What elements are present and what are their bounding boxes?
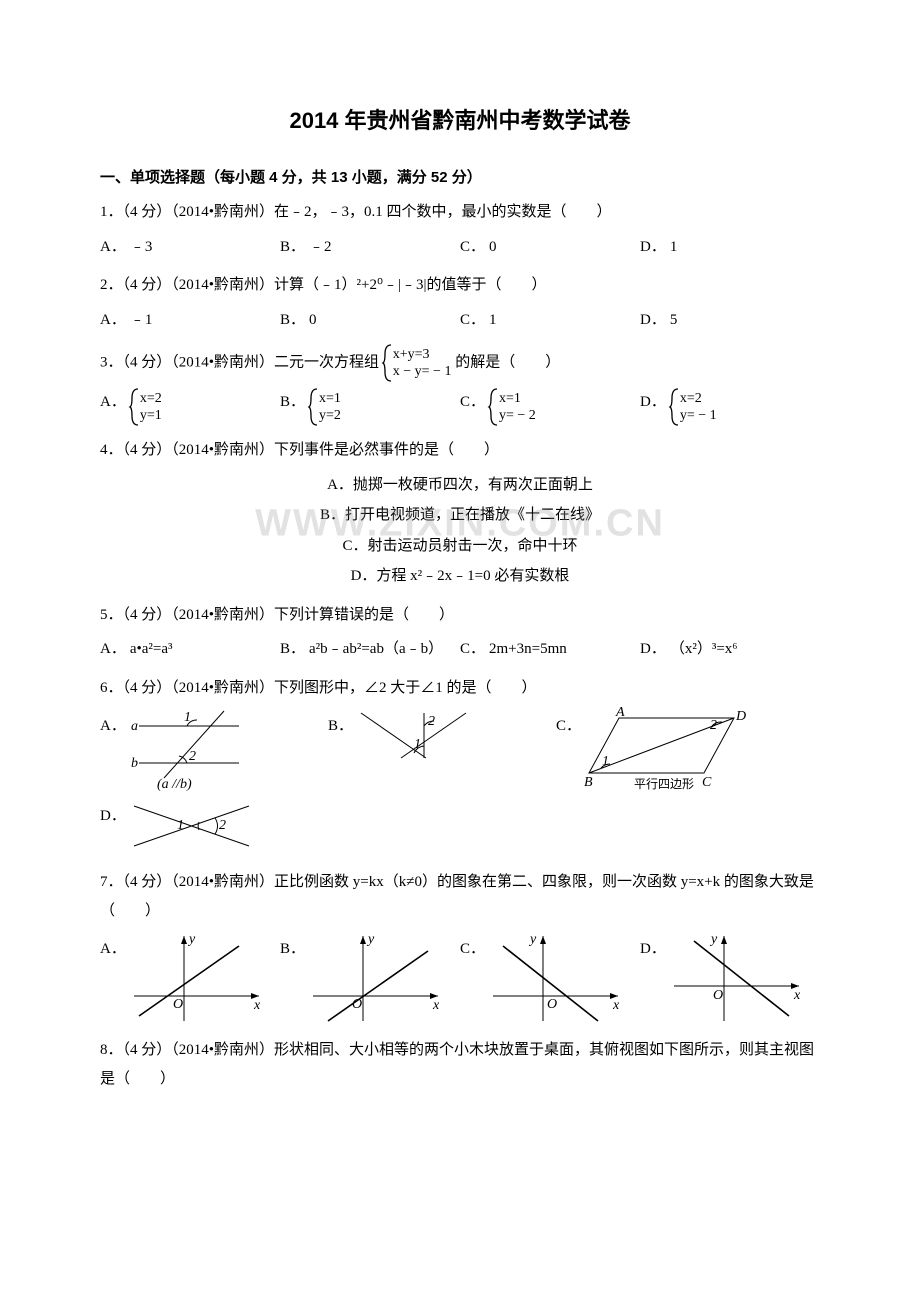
q3-optC: C． x=1y= − 2 <box>460 388 640 426</box>
q5-optD: D．（x²）³=x⁶ <box>640 635 820 664</box>
svg-text:x: x <box>612 998 620 1013</box>
q6-figB: 2 1 <box>356 708 476 778</box>
q6-optD: D． 1 2 <box>100 798 820 858</box>
q3-optA: A． x=2y=1 <box>100 388 280 426</box>
svg-text:x: x <box>432 998 440 1013</box>
q6-optA: A． 1 2 a b (a //b) <box>100 708 328 798</box>
q6-optB: B． 2 1 <box>328 708 556 798</box>
svg-text:y: y <box>187 932 196 947</box>
section-header: 一、单项选择题（每小题 4 分，共 13 小题，满分 52 分） <box>100 164 820 193</box>
q6-optC: C． A D B C 2 1 平行四边形 <box>556 708 820 798</box>
q6-stem: 6．（4 分）（2014•黔南州）下列图形中，∠2 大于∠1 的是（ ） <box>100 674 820 703</box>
svg-text:1: 1 <box>414 737 421 752</box>
q2-optB: B．0 <box>280 306 460 335</box>
svg-text:O: O <box>352 997 362 1012</box>
q2-optC: C．1 <box>460 306 640 335</box>
q5-stem: 5．（4 分）（2014•黔南州）下列计算错误的是（ ） <box>100 601 820 630</box>
q2-stem: 2．（4 分）（2014•黔南州）计算（﹣1）²+2⁰﹣|﹣3|的值等于（ ） <box>100 271 820 300</box>
q8-stem: 8．（4 分）（2014•黔南州）形状相同、大小相等的两个小木块放置于桌面，其俯… <box>100 1036 820 1093</box>
svg-text:y: y <box>366 932 375 947</box>
svg-text:A: A <box>615 705 625 720</box>
q7-optA: A． O x y <box>100 931 280 1026</box>
q1-optA: A．﹣3 <box>100 233 280 262</box>
brace-icon <box>670 388 680 426</box>
svg-text:2: 2 <box>428 714 435 729</box>
q4-stem: 4．（4 分）（2014•黔南州）下列事件是必然事件的是（ ） <box>100 436 820 465</box>
svg-text:2: 2 <box>189 749 196 764</box>
q7-optB: B． O x y <box>280 931 460 1026</box>
svg-text:x: x <box>793 988 801 1003</box>
q1-options: A．﹣3 B．﹣2 C．0 D．1 <box>100 233 820 262</box>
q5-optB: B．a²b﹣ab²=ab（a﹣b） <box>280 635 460 664</box>
q7-stem: 7．（4 分）（2014•黔南州）正比例函数 y=kx（k≠0）的图象在第二、四… <box>100 868 820 925</box>
brace-icon <box>309 388 319 426</box>
q4-optB: B．打开电视频道，正在播放《十二在线》 <box>100 501 820 530</box>
q7-optD: D． O x y <box>640 931 820 1026</box>
svg-text:B: B <box>584 775 593 790</box>
svg-text:1: 1 <box>602 754 609 769</box>
svg-text:x: x <box>253 998 261 1013</box>
brace-icon <box>130 388 140 426</box>
page-title: 2014 年贵州省黔南州中考数学试卷 <box>100 100 820 142</box>
q2-optD: D．5 <box>640 306 820 335</box>
svg-text:2: 2 <box>219 818 226 833</box>
q6-figD: 1 2 <box>129 798 259 858</box>
q1-optB: B．﹣2 <box>280 233 460 262</box>
q1-stem: 1．（4 分）（2014•黔南州）在﹣2，﹣3，0.1 四个数中，最小的实数是（… <box>100 198 820 227</box>
q3-optB: B． x=1y=2 <box>280 388 460 426</box>
q1-optD: D．1 <box>640 233 820 262</box>
q7-figA: O x y <box>129 931 269 1026</box>
q4-options: A．抛掷一枚硬币四次，有两次正面朝上 B．打开电视频道，正在播放《十二在线》 C… <box>100 471 820 591</box>
q3-stem: 3．（4 分）（2014•黔南州）二元一次方程组 x+y=3 x − y= − … <box>100 344 820 382</box>
q7-options: A． O x y B． O x y C． O x y D． <box>100 931 820 1026</box>
brace-icon <box>383 344 393 382</box>
q5-optC: C．2m+3n=5mn <box>460 635 640 664</box>
q6-options: A． 1 2 a b (a //b) B． 2 1 C． A <box>100 708 820 858</box>
svg-text:O: O <box>547 997 557 1012</box>
svg-text:b: b <box>131 756 138 771</box>
svg-text:O: O <box>713 988 723 1003</box>
q2-options: A．﹣1 B．0 C．1 D．5 <box>100 306 820 335</box>
q7-figB: O x y <box>308 931 448 1026</box>
svg-text:D: D <box>735 709 746 724</box>
q1-optC: C．0 <box>460 233 640 262</box>
q7-figD: O x y <box>669 931 809 1026</box>
q3-options: A． x=2y=1 B． x=1y=2 C． x=1y= − 2 D． x=2y… <box>100 388 820 426</box>
q6-figA: 1 2 a b (a //b) <box>129 708 249 793</box>
brace-icon <box>489 388 499 426</box>
svg-text:平行四边形: 平行四边形 <box>634 777 694 791</box>
svg-text:1: 1 <box>177 818 184 833</box>
q6-figC: A D B C 2 1 平行四边形 <box>584 708 754 798</box>
svg-text:2: 2 <box>710 718 717 733</box>
q4-optA: A．抛掷一枚硬币四次，有两次正面朝上 <box>100 471 820 500</box>
q4-optC: C．射击运动员射击一次，命中十环 <box>100 532 820 561</box>
svg-text:a: a <box>131 719 138 734</box>
q7-optC: C． O x y <box>460 931 640 1026</box>
svg-text:y: y <box>528 932 537 947</box>
q5-optA: A．a•a²=a³ <box>100 635 280 664</box>
q7-figC: O x y <box>488 931 628 1026</box>
svg-text:C: C <box>702 775 712 790</box>
svg-text:(a //b): (a //b) <box>157 777 192 792</box>
q4-optD: D．方程 x²﹣2x﹣1=0 必有实数根 <box>100 562 820 591</box>
svg-text:y: y <box>709 932 718 947</box>
q3-optD: D． x=2y= − 1 <box>640 388 820 426</box>
svg-text:O: O <box>173 997 183 1012</box>
svg-text:1: 1 <box>184 710 191 725</box>
q5-options: A．a•a²=a³ B．a²b﹣ab²=ab（a﹣b） C．2m+3n=5mn … <box>100 635 820 664</box>
q2-optA: A．﹣1 <box>100 306 280 335</box>
q3-system: x+y=3 x − y= − 1 <box>383 344 452 382</box>
